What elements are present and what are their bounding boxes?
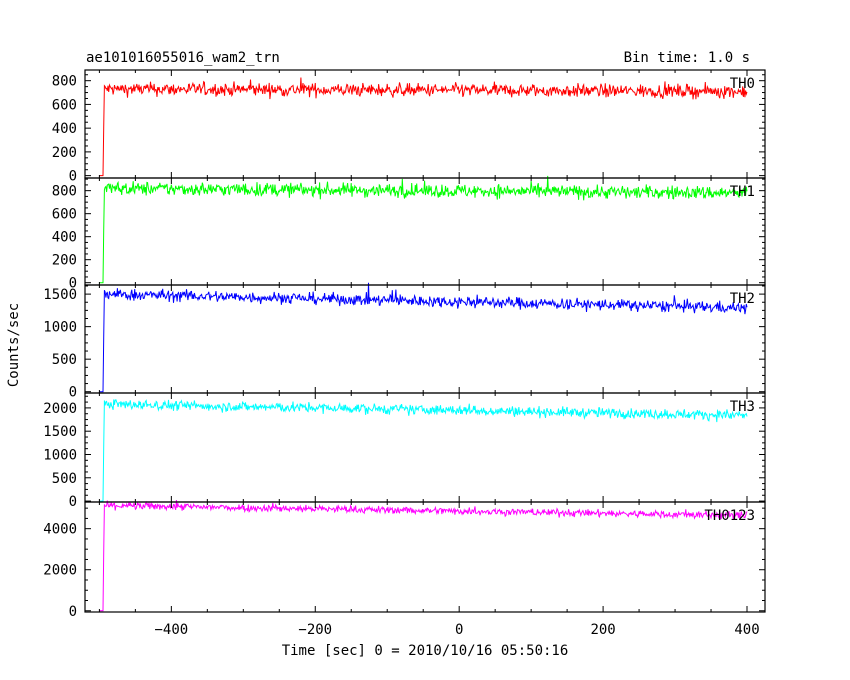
panel-th2: 0 500 1000 1500 TH2 <box>43 282 766 401</box>
y-tick-label: 1500 <box>43 287 77 303</box>
y-tick-label: 0 <box>69 604 77 620</box>
panel-frame <box>84 392 766 503</box>
y-tick-label: 500 <box>52 471 77 487</box>
x-tick-label: −200 <box>298 622 332 638</box>
y-tick-label: 500 <box>52 352 77 368</box>
y-tick-label: 0 <box>69 494 77 510</box>
y-tick-label: 600 <box>52 207 77 223</box>
panel-label-th3: TH3 <box>730 399 755 415</box>
y-tick-label: 1500 <box>43 424 77 440</box>
y-tick-label: 400 <box>52 121 77 137</box>
panel-th0: 0 200 400 600 800 TH0 <box>52 69 766 185</box>
y-tick-label: 0 <box>69 385 77 401</box>
y-tick-label: 4000 <box>43 522 77 538</box>
panel-th1: 0 200 400 600 800 TH1 <box>52 175 766 292</box>
panel-label-th2: TH2 <box>730 291 755 307</box>
x-tick-label: 400 <box>734 622 759 638</box>
x-tick-label: 200 <box>590 622 615 638</box>
y-tick-label: 400 <box>52 230 77 246</box>
y-tick-label: 2000 <box>43 401 77 417</box>
panel-label-th0123: TH0123 <box>704 508 755 524</box>
y-tick-label: 0 <box>69 276 77 292</box>
y-tick-label: 1000 <box>43 320 77 336</box>
panels: 0 200 400 600 800 TH0 0 200 400 600 800 TH1 0 500 1000… <box>43 69 766 638</box>
y-tick-label: 0 <box>69 169 77 185</box>
series-line-th0123 <box>99 499 748 612</box>
panel-th0123: 0 2000 4000 TH0123 <box>43 499 766 620</box>
x-tick-label: −400 <box>154 622 188 638</box>
series-line-th1 <box>99 175 748 284</box>
panel-th3: 0 500 1000 1500 2000 TH3 <box>43 392 766 510</box>
panel-frame <box>84 501 766 613</box>
series-line-th3 <box>99 399 748 502</box>
panel-label-th0: TH0 <box>730 76 755 92</box>
chart-title: ae101016055016_wam2_trn <box>86 50 280 66</box>
x-axis-label: Time [sec] 0 = 2010/10/16 05:50:16 <box>282 643 569 659</box>
y-tick-label: 200 <box>52 145 77 161</box>
y-tick-label: 1000 <box>43 447 77 463</box>
series-line-th0 <box>99 77 748 177</box>
y-axis-label: Counts/sec <box>6 303 22 387</box>
y-tick-label: 800 <box>52 184 77 200</box>
y-tick-label: 600 <box>52 97 77 113</box>
panel-label-th1: TH1 <box>730 184 755 200</box>
series-line-th2 <box>99 282 748 393</box>
chart-subtitle: Bin time: 1.0 s <box>624 50 750 66</box>
y-tick-label: 800 <box>52 74 77 90</box>
x-tick-label: 0 <box>455 622 463 638</box>
y-tick-label: 2000 <box>43 563 77 579</box>
panel-frame <box>84 69 766 179</box>
y-tick-label: 200 <box>52 253 77 269</box>
